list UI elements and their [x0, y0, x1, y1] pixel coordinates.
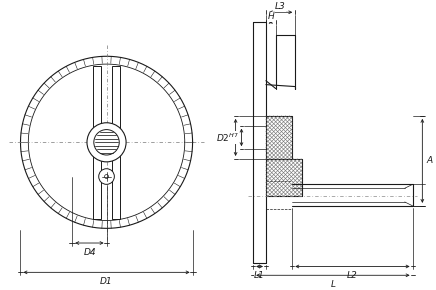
- Circle shape: [87, 123, 126, 162]
- Text: D4: D4: [84, 248, 96, 257]
- Circle shape: [94, 130, 119, 155]
- Text: A: A: [426, 156, 433, 165]
- Circle shape: [105, 175, 109, 178]
- FancyBboxPatch shape: [93, 66, 101, 219]
- Text: L3: L3: [275, 2, 286, 11]
- FancyBboxPatch shape: [112, 66, 120, 219]
- Text: D1: D1: [100, 277, 113, 286]
- Text: $D2^{H7}$: $D2^{H7}$: [215, 131, 238, 144]
- Text: H: H: [267, 12, 274, 21]
- Text: D3: D3: [220, 133, 233, 142]
- Text: L: L: [330, 280, 335, 289]
- Text: L1: L1: [254, 271, 265, 280]
- Circle shape: [99, 169, 114, 184]
- Text: L2: L2: [347, 271, 358, 280]
